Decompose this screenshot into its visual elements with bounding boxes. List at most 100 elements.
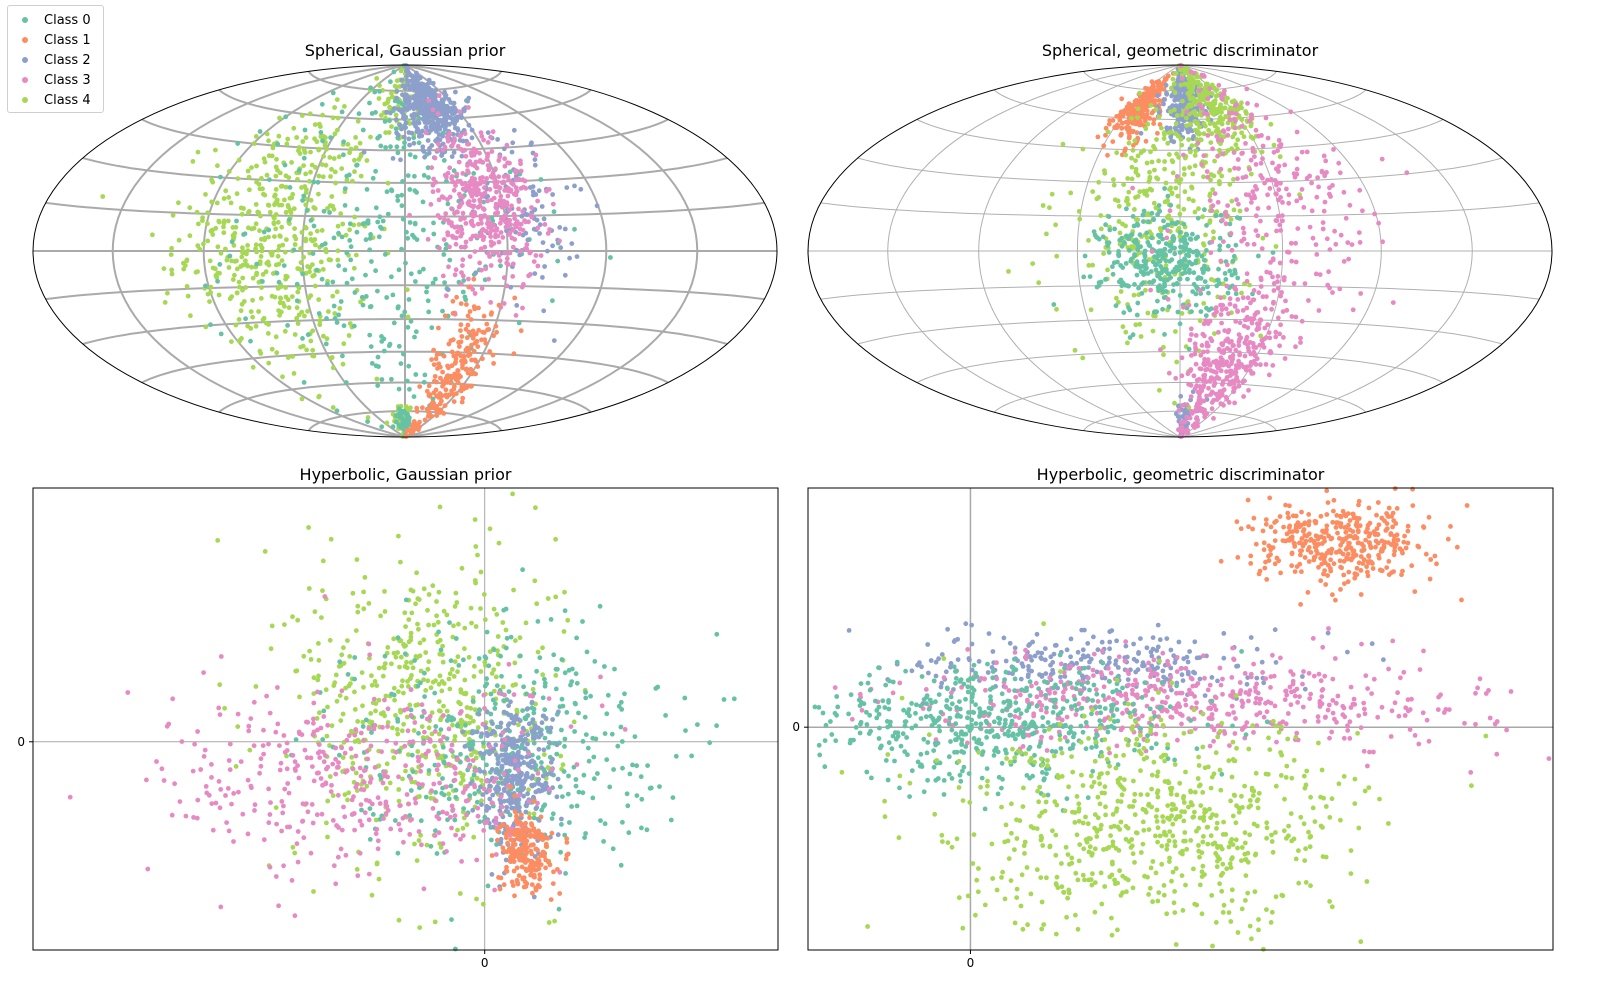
data-point-class-4	[560, 762, 566, 768]
data-point-class-0	[391, 69, 397, 75]
data-point-class-3	[407, 212, 412, 218]
data-point-class-4	[343, 232, 349, 238]
data-point-class-4	[439, 688, 445, 694]
data-point-class-3	[1232, 125, 1238, 131]
data-point-class-4	[368, 711, 374, 716]
data-point-class-1	[469, 371, 475, 377]
data-point-class-0	[1124, 206, 1129, 212]
data-point-class-4	[1231, 207, 1237, 213]
data-point-class-4	[1176, 204, 1181, 209]
data-point-class-3	[459, 181, 465, 187]
data-point-class-3	[1262, 306, 1268, 312]
data-point-class-4	[405, 314, 411, 320]
data-point-class-3	[504, 283, 510, 289]
data-point-class-0	[1136, 285, 1141, 291]
data-point-class-0	[311, 223, 317, 229]
data-point-class-3	[1165, 296, 1171, 302]
data-point-class-0	[429, 325, 435, 331]
data-point-class-2	[551, 338, 557, 343]
data-point-class-3	[1221, 348, 1227, 353]
data-point-class-3	[1269, 177, 1274, 182]
data-point-class-3	[1235, 157, 1241, 162]
data-point-class-0	[342, 186, 348, 192]
data-point-class-1	[494, 329, 499, 335]
data-point-class-2	[400, 92, 405, 98]
data-point-class-2	[414, 73, 420, 79]
data-point-class-4	[302, 150, 308, 155]
data-point-class-4	[1129, 115, 1134, 121]
data-point-class-3	[1337, 286, 1343, 292]
data-point-class-4	[1259, 149, 1265, 155]
data-point-class-2	[1138, 130, 1144, 136]
data-point-class-4	[1080, 355, 1086, 361]
data-point-class-3	[1295, 226, 1301, 232]
data-point-class-4	[218, 250, 224, 256]
data-point-class-3	[486, 167, 492, 173]
data-point-class-4	[301, 254, 306, 260]
data-point-class-1	[1140, 114, 1145, 120]
data-point-class-4	[233, 764, 239, 769]
data-point-class-1	[470, 328, 476, 334]
data-point-class-3	[1372, 211, 1377, 217]
data-point-class-4	[381, 710, 386, 716]
data-point-class-0	[1151, 217, 1156, 222]
data-point-class-4	[1149, 159, 1155, 165]
data-point-class-0	[1139, 282, 1144, 287]
data-point-class-3	[1274, 218, 1280, 224]
data-point-class-0	[1187, 236, 1193, 242]
data-point-class-2	[460, 138, 466, 144]
data-point-class-4	[552, 918, 557, 924]
data-point-class-4	[1137, 90, 1142, 96]
data-point-class-4	[335, 115, 341, 121]
data-point-class-0	[1177, 321, 1183, 327]
data-point-class-1	[481, 313, 487, 319]
data-point-class-3	[1275, 285, 1281, 291]
data-point-class-4	[1154, 137, 1159, 142]
data-point-class-3	[1193, 361, 1199, 367]
data-point-class-3	[1219, 137, 1224, 143]
data-point-class-4	[1053, 222, 1058, 228]
data-point-class-4	[326, 309, 331, 314]
data-point-class-4	[438, 708, 443, 714]
data-point-class-3	[1215, 153, 1220, 159]
data-point-class-1	[410, 422, 415, 428]
data-point-class-1	[458, 301, 464, 306]
data-point-class-3	[1324, 236, 1330, 242]
data-point-class-4	[1192, 163, 1198, 169]
data-point-class-4	[310, 353, 316, 359]
data-point-class-4	[1277, 154, 1283, 160]
data-point-class-2	[530, 184, 536, 190]
data-point-class-2	[393, 117, 399, 122]
data-point-class-4	[455, 827, 460, 833]
data-point-class-3	[1197, 88, 1202, 93]
data-point-class-3	[445, 232, 451, 238]
data-point-class-0	[330, 90, 336, 96]
data-point-class-4	[293, 236, 299, 242]
data-point-class-4	[421, 586, 427, 592]
data-point-class-4	[449, 667, 455, 672]
data-point-class-4	[294, 305, 300, 311]
data-point-class-3	[522, 178, 528, 184]
data-point-class-3	[1201, 349, 1206, 355]
data-point-class-0	[1091, 229, 1097, 235]
data-point-class-4	[472, 707, 478, 713]
data-point-class-4	[452, 738, 457, 743]
data-point-class-3	[1194, 415, 1200, 420]
data-point-class-4	[1186, 75, 1192, 81]
data-point-class-4	[495, 634, 501, 639]
data-point-class-4	[1151, 200, 1157, 206]
data-point-class-4	[1193, 127, 1198, 133]
data-point-class-4	[565, 617, 571, 623]
data-point-class-4	[303, 224, 308, 230]
data-point-class-4	[1192, 153, 1198, 158]
data-point-class-3	[1226, 311, 1231, 317]
data-point-class-4	[378, 113, 384, 118]
data-point-class-4	[1072, 347, 1078, 353]
data-point-class-3	[1216, 82, 1222, 88]
data-point-class-4	[500, 620, 506, 625]
data-point-class-4	[437, 651, 443, 657]
data-point-class-4	[389, 661, 394, 667]
data-point-class-4	[394, 727, 400, 732]
data-point-class-3	[495, 184, 501, 190]
data-point-class-4	[236, 317, 242, 322]
